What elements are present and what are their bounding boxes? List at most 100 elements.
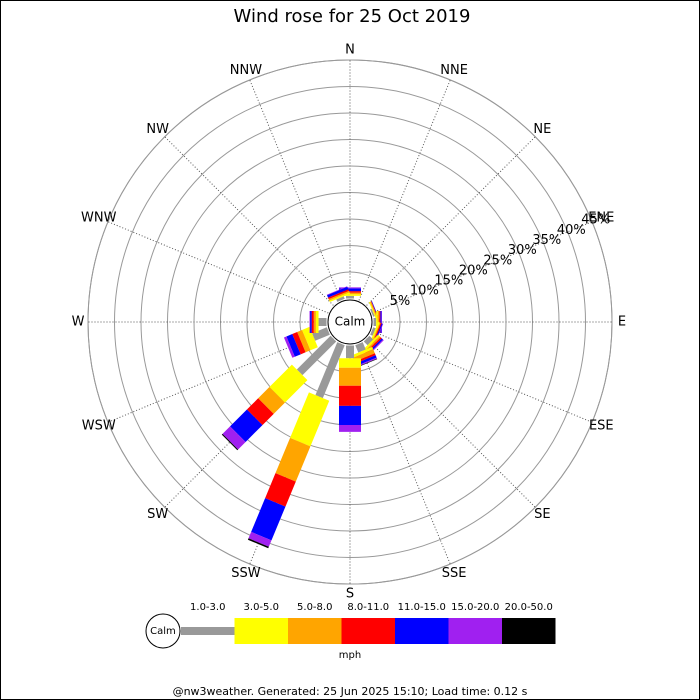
bar-segment (290, 392, 330, 447)
grid-ring (140, 112, 560, 532)
bar-segment (248, 531, 272, 547)
bar-segment (355, 342, 366, 353)
bar-segment (297, 329, 311, 353)
r-tick-label: 45% (581, 213, 610, 228)
direction-label: N (345, 43, 355, 58)
bar-segment (329, 292, 351, 303)
bar-segment (339, 425, 361, 432)
spoke (371, 221, 593, 314)
legend-title: mph (339, 650, 361, 661)
bar-segment (221, 433, 239, 451)
legend-label: 11.0-15.0 (398, 602, 446, 613)
bar-segment (381, 311, 382, 333)
bar-segment (286, 334, 301, 357)
bar-segment (311, 311, 314, 333)
r-tick-label: 40% (557, 223, 586, 238)
direction-label: NW (146, 122, 169, 137)
legend-swatch (181, 627, 235, 635)
legend-label: 15.0-20.0 (451, 602, 499, 613)
legend-swatch (234, 618, 288, 644)
spoke (249, 79, 342, 301)
spoke (107, 221, 329, 314)
spoke (358, 343, 451, 565)
bar-segment (251, 498, 286, 541)
legend-swatch (341, 618, 395, 644)
bar-segment (315, 311, 319, 333)
bar-segment (370, 308, 375, 317)
calm-label: Calm (335, 315, 366, 329)
r-tick-label: 15% (434, 274, 463, 289)
spoke (366, 136, 536, 306)
spoke (366, 338, 536, 508)
chart-title: Wind rose for 25 Oct 2019 (234, 6, 471, 27)
direction-label: ENE (588, 210, 614, 225)
bar-segment (312, 327, 330, 341)
calm-circle (327, 299, 373, 345)
direction-label: W (72, 315, 85, 330)
bar-segment (368, 301, 379, 323)
r-tick-label: 35% (532, 233, 561, 248)
bar-segment (339, 385, 361, 406)
bar-segment (230, 409, 263, 442)
bar-segment (315, 342, 345, 399)
bar-segment (339, 405, 361, 425)
bar-segment (222, 426, 246, 450)
direction-label: SSW (231, 566, 261, 581)
bar-segment (339, 358, 361, 368)
bar-segment (369, 321, 380, 343)
bar-segment (328, 289, 349, 300)
legend-calm-label: Calm (150, 626, 176, 637)
bar-segment (373, 318, 377, 326)
r-tick-label: 25% (483, 253, 512, 268)
bar-segment (326, 286, 349, 298)
legend-swatch (448, 618, 502, 644)
direction-label: SSE (442, 566, 467, 581)
grid-ring (114, 86, 586, 558)
legend-label: 20.0-50.0 (505, 602, 553, 613)
bar-segment (336, 296, 345, 302)
bar-segment (356, 358, 378, 368)
bar-segment (246, 398, 274, 426)
bar-segment (370, 327, 376, 336)
bar-segment (302, 326, 318, 351)
bar-segment (292, 331, 306, 355)
bar-segment (339, 367, 361, 386)
bar-segment (265, 473, 296, 507)
bar-segment (339, 287, 361, 289)
r-tick-label: 5% (390, 294, 411, 309)
bar-segment (318, 318, 327, 326)
legend-swatch (395, 618, 449, 644)
direction-label: NNE (440, 63, 468, 78)
direction-label: E (618, 315, 626, 330)
bar-segment (275, 437, 311, 482)
bar-segment (310, 311, 312, 333)
r-tick-label: 20% (459, 263, 488, 278)
direction-label: WNW (81, 210, 117, 225)
bar-segment (283, 336, 295, 358)
direction-label: WSW (82, 419, 116, 434)
spoke (164, 136, 334, 306)
direction-label: ESE (589, 419, 614, 434)
grid-ring (87, 59, 613, 585)
bar-segment (313, 311, 316, 333)
bar-segment (326, 286, 348, 296)
direction-label: NNW (230, 63, 262, 78)
direction-label: S (346, 587, 354, 602)
bar-segment (356, 357, 378, 368)
bar-segment (247, 538, 269, 549)
legend-label: 3.0-5.0 (244, 602, 279, 613)
r-tick-label: 10% (410, 284, 439, 299)
legend-calm-circle (145, 613, 181, 649)
r-tick-label: 30% (508, 243, 537, 258)
legend-swatch (502, 618, 556, 644)
bar-segment (371, 322, 381, 344)
footer: @nw3weather. Generated: 25 Jun 2025 15:1… (173, 685, 528, 698)
bar-segment (328, 290, 350, 301)
legend-swatch (288, 618, 342, 644)
direction-label: SW (147, 507, 168, 522)
direction-label: SE (534, 507, 550, 522)
bar-segment (346, 295, 354, 299)
bar-segment (362, 334, 380, 352)
